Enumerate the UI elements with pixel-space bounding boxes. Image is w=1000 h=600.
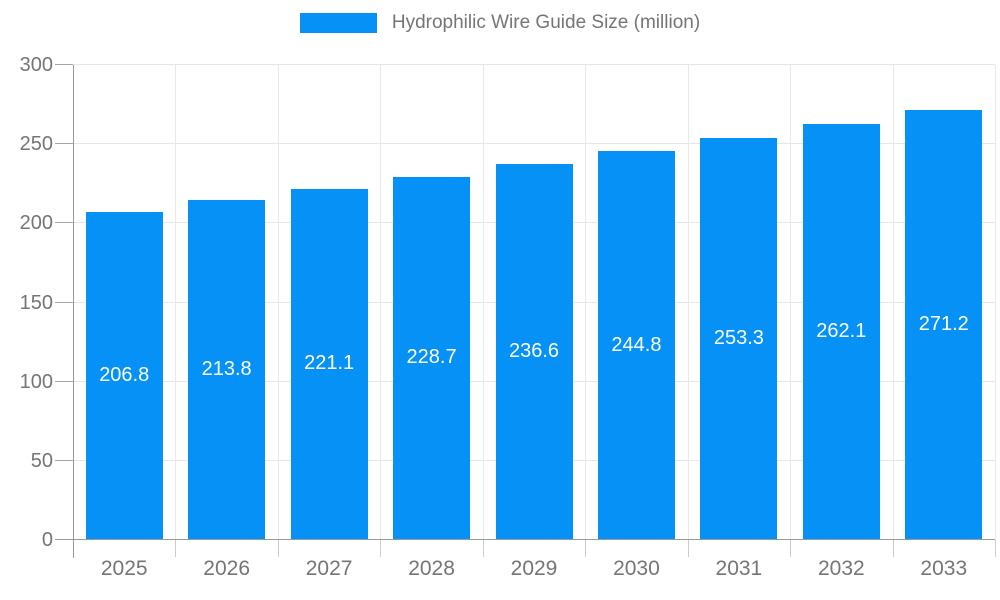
- bar-value-label: 206.8: [99, 363, 150, 386]
- x-tick: [483, 540, 484, 557]
- bar[interactable]: 271.2: [905, 109, 983, 539]
- y-tick-label: 200: [19, 212, 53, 235]
- y-tick-label: 300: [19, 54, 53, 76]
- bar-value-label: 253.3: [713, 326, 764, 349]
- bar[interactable]: 253.3: [700, 137, 778, 539]
- bar-value-label: 221.1: [304, 352, 355, 375]
- chart-legend[interactable]: Hydrophilic Wire Guide Size (million): [0, 12, 1000, 34]
- y-tick-label: 250: [19, 133, 53, 156]
- x-axis-line: [55, 539, 995, 540]
- y-tick: [55, 64, 73, 65]
- y-axis-line: [73, 65, 74, 558]
- bar-value-label: 262.1: [816, 320, 867, 342]
- x-tick-label: 2028: [408, 557, 455, 580]
- x-tick: [893, 540, 894, 557]
- x-tick: [380, 540, 381, 557]
- bar[interactable]: 244.8: [597, 151, 675, 539]
- x-tick-label: 2031: [715, 557, 763, 580]
- bar[interactable]: 228.7: [393, 176, 471, 539]
- bar[interactable]: 236.6: [495, 164, 573, 539]
- gridline: [73, 143, 995, 145]
- x-tick: [278, 540, 279, 557]
- category-boundary-line: [995, 65, 996, 540]
- bar-value-label: 213.8: [201, 358, 252, 381]
- category-boundary-line: [278, 65, 279, 540]
- y-tick-label: 150: [19, 291, 53, 314]
- bar-value-label: 228.7: [406, 346, 457, 369]
- category-boundary-line: [688, 65, 689, 540]
- x-tick: [688, 540, 689, 557]
- y-tick-label: 50: [30, 449, 53, 472]
- y-tick-label: 100: [19, 370, 53, 393]
- x-tick-label: 2030: [613, 557, 660, 580]
- y-tick: [55, 143, 73, 145]
- x-tick-label: 2027: [305, 557, 353, 580]
- bar-value-label: 236.6: [508, 340, 560, 363]
- category-boundary-line: [790, 65, 791, 540]
- bar[interactable]: 221.1: [290, 188, 368, 539]
- y-tick: [55, 301, 73, 303]
- y-tick: [55, 459, 73, 461]
- bar[interactable]: 262.1: [802, 124, 880, 539]
- category-boundary-line: [175, 65, 176, 540]
- y-tick: [55, 222, 73, 224]
- x-tick: [175, 540, 176, 557]
- category-boundary-line: [483, 65, 484, 540]
- category-boundary-line: [585, 65, 586, 540]
- plot-area: 206.8 213.8 221.1 228.7 236.6 244.8 253.3 262.1…: [55, 64, 996, 558]
- x-tick: [790, 540, 791, 557]
- legend-swatch: [299, 13, 377, 33]
- x-tick-label: 2033: [920, 557, 968, 580]
- x-tick-label: 2026: [203, 557, 251, 580]
- legend-label: Hydrophilic Wire Guide Size (million): [391, 12, 701, 33]
- y-tick: [55, 380, 73, 382]
- bar[interactable]: 213.8: [188, 200, 266, 539]
- x-tick-label: 2032: [817, 557, 865, 580]
- y-tick-label: 0: [41, 529, 53, 551]
- x-tick-label: 2025: [100, 557, 148, 580]
- bar-value-label: 271.2: [918, 312, 969, 335]
- category-boundary-line: [380, 65, 381, 540]
- x-tick-label: 2029: [510, 557, 558, 580]
- bar[interactable]: 206.8: [85, 211, 163, 539]
- category-boundary-line: [893, 65, 894, 540]
- x-tick: [585, 540, 586, 557]
- gridline: [73, 64, 995, 65]
- x-tick: [995, 540, 996, 557]
- bar-value-label: 244.8: [611, 333, 662, 356]
